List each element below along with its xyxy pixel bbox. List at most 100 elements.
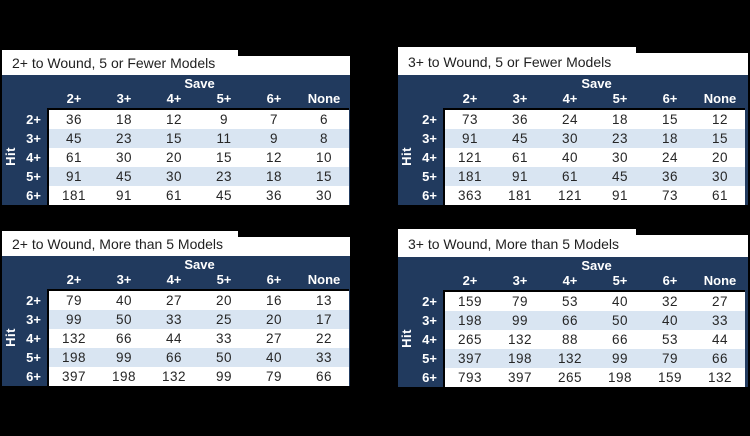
data-cell: 181 bbox=[457, 169, 483, 184]
data-cell: 18 bbox=[265, 169, 283, 184]
table-title-bar: 3+ to Wound, 5 or Fewer Models bbox=[398, 47, 748, 75]
hit-row-header: 4+ bbox=[26, 150, 41, 165]
data-cell: 66 bbox=[611, 332, 629, 347]
data-cell: 13 bbox=[315, 293, 333, 308]
data-cell: 198 bbox=[457, 313, 483, 328]
data-cell: 45 bbox=[65, 131, 83, 146]
data-cell: 15 bbox=[165, 131, 183, 146]
table-row: 397 198 132 99 79 66 bbox=[445, 349, 745, 368]
data-cell: 33 bbox=[315, 350, 333, 365]
save-axis-row: Save bbox=[398, 257, 748, 273]
data-cell: 79 bbox=[265, 369, 283, 384]
data-cell: 50 bbox=[215, 350, 233, 365]
data-cell: 50 bbox=[611, 313, 629, 328]
data-cell: 8 bbox=[319, 131, 328, 146]
data-cell: 53 bbox=[561, 294, 579, 309]
hit-row-headers: 2+ 3+ 4+ 5+ 6+ bbox=[398, 108, 443, 205]
data-cell: 397 bbox=[457, 351, 483, 366]
data-cell: 24 bbox=[661, 150, 679, 165]
data-cell: 793 bbox=[457, 370, 483, 385]
save-column-header: 2+ bbox=[66, 272, 82, 287]
data-cell: 9 bbox=[219, 112, 228, 127]
data-cell: 198 bbox=[507, 351, 533, 366]
table-row: 45 23 15 11 9 8 bbox=[49, 129, 349, 148]
stat-table-4: 3+ to Wound, More than 5 Models Save 2+ 3… bbox=[398, 229, 748, 387]
data-cell: 23 bbox=[115, 131, 133, 146]
data-cell: 12 bbox=[165, 112, 183, 127]
data-cell: 36 bbox=[65, 112, 83, 127]
data-cell: 45 bbox=[511, 131, 529, 146]
hit-row-header: 2+ bbox=[422, 294, 437, 309]
hit-row-headers: 2+ 3+ 4+ 5+ 6+ bbox=[2, 108, 47, 205]
data-cell: 66 bbox=[711, 351, 729, 366]
data-cell: 18 bbox=[611, 112, 629, 127]
title-notch bbox=[636, 47, 748, 53]
save-column-header: 3+ bbox=[512, 273, 528, 288]
data-cell: 198 bbox=[61, 350, 87, 365]
data-cell: 40 bbox=[115, 293, 133, 308]
save-axis-label: Save bbox=[184, 76, 215, 91]
data-cell: 99 bbox=[65, 312, 83, 327]
table-row: 159 79 53 40 32 27 bbox=[445, 292, 745, 311]
data-cell: 40 bbox=[611, 294, 629, 309]
table-row: 397 198 132 99 79 66 bbox=[49, 367, 349, 386]
hit-row-header: 2+ bbox=[422, 112, 437, 127]
save-column-header: 2+ bbox=[462, 91, 478, 106]
save-column-headers: 2+ 3+ 4+ 5+ 6+ None bbox=[398, 273, 748, 290]
data-cell: 27 bbox=[265, 331, 283, 346]
data-cell: 66 bbox=[115, 331, 133, 346]
data-cell: 15 bbox=[711, 131, 729, 146]
table-title: 3+ to Wound, 5 or Fewer Models bbox=[408, 54, 612, 70]
data-cell: 88 bbox=[561, 332, 579, 347]
save-column-headers: 2+ 3+ 4+ 5+ 6+ None bbox=[398, 91, 748, 108]
data-cell: 132 bbox=[707, 370, 733, 385]
hit-row-header: 3+ bbox=[26, 312, 41, 327]
hit-row-header: 3+ bbox=[26, 131, 41, 146]
save-column-header: 3+ bbox=[116, 272, 132, 287]
hit-row-headers: 2+ 3+ 4+ 5+ 6+ bbox=[398, 290, 443, 387]
hit-row-header: 5+ bbox=[422, 351, 437, 366]
data-cell: 20 bbox=[165, 150, 183, 165]
save-column-header: None bbox=[703, 273, 737, 288]
data-cell: 99 bbox=[511, 313, 529, 328]
data-cell: 397 bbox=[61, 369, 87, 384]
data-cell: 44 bbox=[711, 332, 729, 347]
table-row: 793 397 265 198 159 132 bbox=[445, 368, 745, 387]
table-header-block: Save 2+ 3+ 4+ 5+ 6+ None Hit 2+ 3+ 4+ 5+ 6+ 73 36 2… bbox=[398, 75, 748, 205]
hit-axis-label: Hit bbox=[2, 147, 18, 166]
data-cell: 121 bbox=[557, 188, 583, 203]
data-cell: 12 bbox=[265, 150, 283, 165]
data-cell: 66 bbox=[165, 350, 183, 365]
data-cell: 18 bbox=[661, 131, 679, 146]
table-header-block: Save 2+ 3+ 4+ 5+ 6+ None Hit 2+ 3+ 4+ 5+ 6+ 36 18 1… bbox=[2, 75, 350, 205]
hit-row-header: 6+ bbox=[26, 369, 41, 384]
table-row: 181 91 61 45 36 30 bbox=[445, 167, 745, 186]
data-cell: 15 bbox=[215, 150, 233, 165]
data-cell: 66 bbox=[561, 313, 579, 328]
data-grid: 73 36 24 18 15 12 91 45 30 23 18 15 121 61 40 30 24 20 181… bbox=[443, 108, 745, 205]
save-column-header: 2+ bbox=[66, 91, 82, 106]
save-column-header: 3+ bbox=[512, 91, 528, 106]
data-cell: 44 bbox=[165, 331, 183, 346]
save-column-header: None bbox=[307, 91, 341, 106]
data-cell: 10 bbox=[315, 150, 333, 165]
save-column-header: None bbox=[703, 91, 737, 106]
save-column-headers: 2+ 3+ 4+ 5+ 6+ None bbox=[2, 272, 350, 289]
table-row: 265 132 88 66 53 44 bbox=[445, 330, 745, 349]
data-cell: 30 bbox=[315, 188, 333, 203]
data-cell: 99 bbox=[215, 369, 233, 384]
table-row: 198 99 66 50 40 33 bbox=[49, 348, 349, 367]
data-cell: 36 bbox=[511, 112, 529, 127]
data-cell: 40 bbox=[265, 350, 283, 365]
data-cell: 99 bbox=[611, 351, 629, 366]
hit-row-header: 4+ bbox=[26, 331, 41, 346]
data-cell: 27 bbox=[165, 293, 183, 308]
table-title-bar: 2+ to Wound, More than 5 Models bbox=[2, 231, 350, 256]
data-cell: 132 bbox=[557, 351, 583, 366]
data-cell: 181 bbox=[507, 188, 533, 203]
hit-row-header: 6+ bbox=[422, 188, 437, 203]
data-cell: 79 bbox=[511, 294, 529, 309]
table-header-block: Save 2+ 3+ 4+ 5+ 6+ None Hit 2+ 3+ 4+ 5+ 6+ 159 79… bbox=[398, 257, 748, 387]
table-row: 73 36 24 18 15 12 bbox=[445, 110, 745, 129]
hit-row-header: 4+ bbox=[422, 332, 437, 347]
